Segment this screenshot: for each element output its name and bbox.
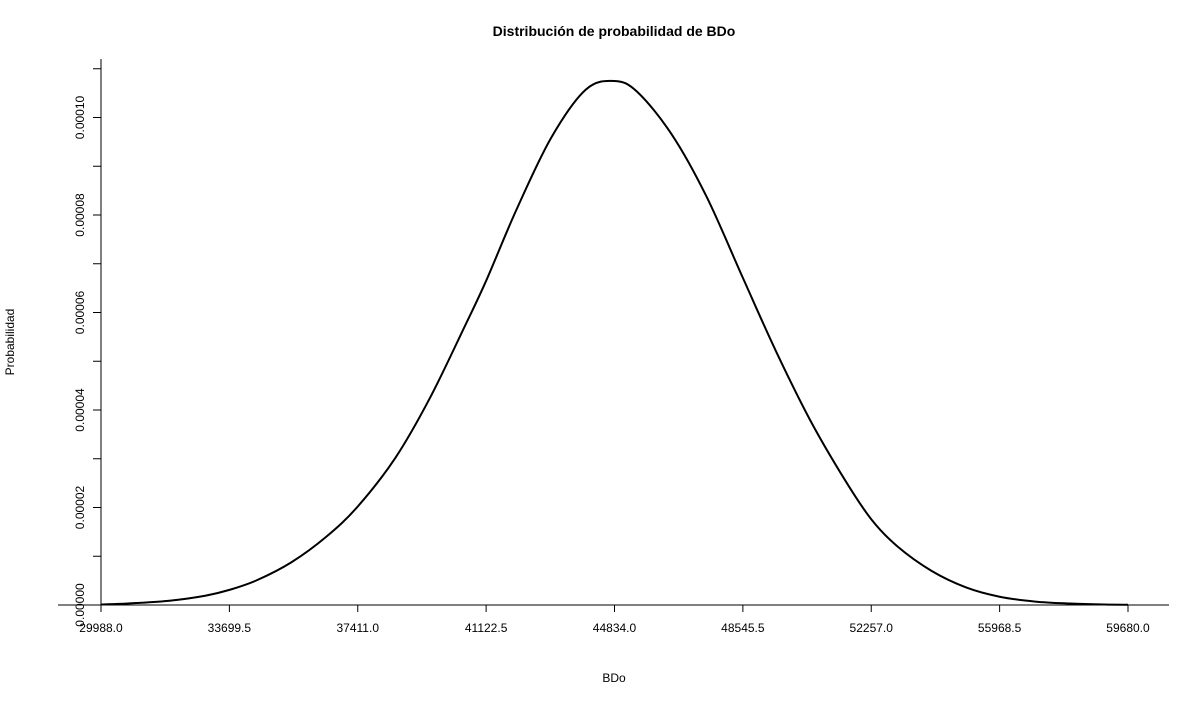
y-ticks: 0.00000 0.00002 0.00004 0.00006 0.00008 0.000… bbox=[73, 68, 101, 627]
y-tick-label: 0.00006 bbox=[73, 290, 87, 334]
x-tick-label: 59680.0 bbox=[1106, 621, 1150, 635]
y-axis-label: Probabilidad bbox=[3, 309, 17, 376]
y-tick-label: 0.00004 bbox=[73, 388, 87, 432]
x-tick-label: 55968.5 bbox=[978, 621, 1022, 635]
x-tick-label: 52257.0 bbox=[850, 621, 894, 635]
x-tick-label: 48545.5 bbox=[721, 621, 765, 635]
density-curve bbox=[100, 79, 1129, 606]
x-tick-label: 29988.0 bbox=[79, 621, 123, 635]
x-axis-label: BDo bbox=[602, 671, 626, 685]
x-ticks: 29988.0 33699.5 37411.0 41122.5 44834.0 48545… bbox=[79, 605, 1150, 635]
x-tick-label: 44834.0 bbox=[593, 621, 637, 635]
y-tick-label: 0.00010 bbox=[73, 95, 87, 139]
x-tick-label: 33699.5 bbox=[208, 621, 252, 635]
y-tick-label: 0.00008 bbox=[73, 193, 87, 237]
chart-title: Distribución de probabilidad de BDo bbox=[493, 23, 736, 39]
x-tick-label: 37411.0 bbox=[337, 621, 380, 635]
y-tick-label: 0.00000 bbox=[73, 583, 87, 627]
x-tick-label: 41122.5 bbox=[465, 621, 508, 635]
y-tick-label: 0.00002 bbox=[73, 485, 87, 529]
axes bbox=[58, 59, 1169, 606]
